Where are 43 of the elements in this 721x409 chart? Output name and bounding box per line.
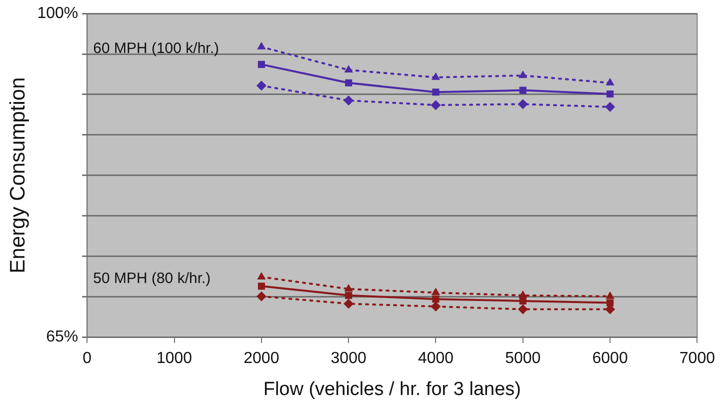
x-tick-label: 6000 <box>592 350 628 368</box>
point <box>344 298 354 309</box>
point <box>256 80 266 91</box>
x-tick-label: 0 <box>82 350 92 368</box>
point <box>518 290 528 298</box>
point <box>344 95 354 106</box>
point <box>257 42 266 50</box>
point <box>606 78 614 86</box>
point <box>430 100 441 110</box>
point <box>431 72 440 80</box>
point <box>257 272 266 280</box>
point <box>431 288 440 296</box>
point <box>606 299 614 306</box>
x-tick-label: 5000 <box>505 350 541 368</box>
point <box>519 86 526 94</box>
point <box>432 88 440 96</box>
point <box>606 90 614 98</box>
x-tick-label: 7000 <box>679 350 716 368</box>
annotation: 60 MPH (100 k/hr.) <box>93 40 220 58</box>
point <box>430 302 441 312</box>
point <box>344 284 353 292</box>
point <box>344 64 353 72</box>
point <box>258 60 265 68</box>
point <box>606 291 614 299</box>
annotation: 50 MPH (80 k/hr.) <box>93 270 211 288</box>
point <box>519 297 526 304</box>
x-axis-title: Flow (vehicles / hr. for 3 lanes) <box>263 378 521 400</box>
x-tick-label: 4000 <box>418 350 454 368</box>
point <box>258 282 265 290</box>
point <box>345 292 352 299</box>
point <box>256 291 266 302</box>
point <box>518 99 528 110</box>
y-tick-label: 65% <box>46 328 78 346</box>
x-tick-label: 1000 <box>156 350 192 368</box>
point <box>605 102 616 112</box>
x-tick-label: 2000 <box>244 350 280 368</box>
point <box>345 79 352 86</box>
y-axis-title: Energy Consumption <box>6 77 30 274</box>
point <box>518 70 528 78</box>
x-tick-label: 3000 <box>330 350 366 368</box>
y-tick-label: 100% <box>37 5 78 22</box>
point <box>518 304 528 314</box>
point <box>432 296 440 303</box>
